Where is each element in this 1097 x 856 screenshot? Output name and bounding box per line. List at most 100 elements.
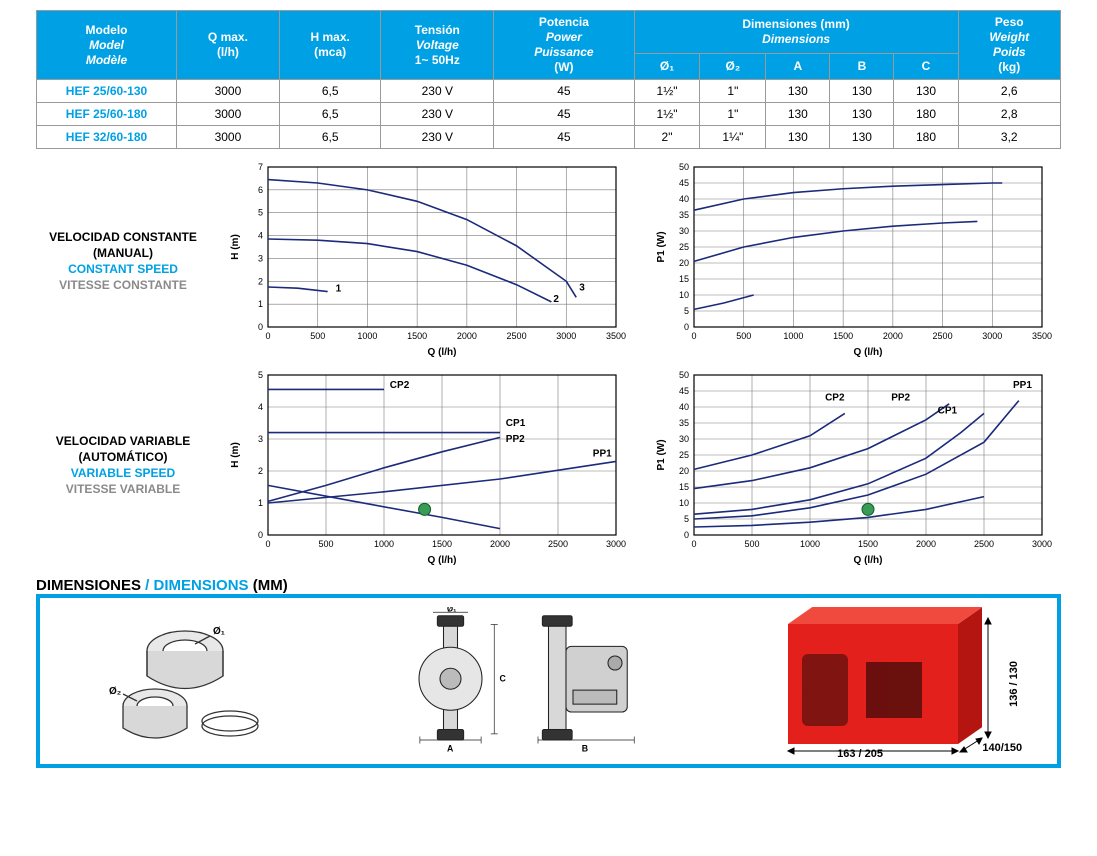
svg-text:1500: 1500	[407, 331, 427, 341]
svg-text:1500: 1500	[833, 331, 853, 341]
svg-text:45: 45	[678, 178, 688, 188]
table-row: HEF 25/60-13030006,5230 V451½"1"13013013…	[37, 80, 1061, 103]
hdr-c: C	[894, 53, 958, 79]
pkg-depth: 140/150	[982, 742, 1022, 754]
hdr-model: Modelo Model Modèle	[37, 11, 177, 80]
svg-text:H (m): H (m)	[230, 442, 241, 468]
svg-text:2500: 2500	[932, 331, 952, 341]
svg-text:2500: 2500	[507, 331, 527, 341]
svg-text:5: 5	[258, 208, 263, 218]
dimensions-title: DIMENSIONES / DIMENSIONS (MM)	[36, 577, 1061, 594]
svg-text:1: 1	[258, 299, 263, 309]
cell-w: 2,6	[958, 80, 1060, 103]
svg-text:1500: 1500	[432, 539, 452, 549]
svg-text:PP2: PP2	[506, 434, 525, 445]
cell-a: 130	[766, 126, 830, 149]
svg-text:P1 (W): P1 (W)	[656, 439, 667, 470]
svg-text:500: 500	[736, 331, 751, 341]
cell-c: 180	[894, 126, 958, 149]
pkg-width: 163 / 205	[837, 748, 883, 760]
svg-text:3500: 3500	[606, 331, 626, 341]
svg-text:3: 3	[258, 253, 263, 263]
svg-text:15: 15	[678, 274, 688, 284]
cell-w: 2,8	[958, 103, 1060, 126]
svg-text:5: 5	[683, 306, 688, 316]
svg-text:30: 30	[678, 434, 688, 444]
cell-model: HEF 32/60-180	[37, 126, 177, 149]
svg-text:30: 30	[678, 226, 688, 236]
cell-q: 3000	[177, 126, 280, 149]
svg-text:CP2: CP2	[825, 393, 845, 404]
svg-text:0: 0	[258, 322, 263, 332]
cell-model: HEF 25/60-130	[37, 80, 177, 103]
svg-text:10: 10	[678, 290, 688, 300]
svg-text:25: 25	[678, 450, 688, 460]
svg-text:0: 0	[265, 539, 270, 549]
svg-text:4: 4	[258, 402, 263, 412]
svg-text:PP1: PP1	[593, 449, 612, 460]
svg-text:35: 35	[678, 418, 688, 428]
svg-text:Q (l/h): Q (l/h)	[428, 347, 457, 358]
svg-text:40: 40	[678, 194, 688, 204]
svg-text:Q (l/h): Q (l/h)	[853, 555, 882, 566]
svg-text:0: 0	[265, 331, 270, 341]
svg-text:0: 0	[258, 530, 263, 540]
svg-text:45: 45	[678, 386, 688, 396]
hdr-b: B	[830, 53, 894, 79]
svg-text:1000: 1000	[357, 331, 377, 341]
svg-text:1: 1	[258, 498, 263, 508]
svg-text:B: B	[582, 743, 588, 753]
cell-model: HEF 25/60-180	[37, 103, 177, 126]
svg-text:C: C	[500, 673, 507, 683]
svg-text:20: 20	[678, 466, 688, 476]
dimensions-section: DIMENSIONES / DIMENSIONS (MM) Ø₁ Ø₂	[36, 577, 1061, 768]
svg-text:500: 500	[318, 539, 333, 549]
cell-phi2: 1¼"	[700, 126, 766, 149]
svg-text:20: 20	[678, 258, 688, 268]
svg-text:500: 500	[310, 331, 325, 341]
svg-text:3000: 3000	[982, 331, 1002, 341]
cell-p: 45	[494, 126, 634, 149]
svg-text:2: 2	[258, 276, 263, 286]
chart-h-variable: 050010001500200025003000012345CP2CP1PP2P…	[226, 367, 636, 567]
svg-text:2500: 2500	[973, 539, 993, 549]
svg-text:10: 10	[678, 498, 688, 508]
pkg-height: 136 / 130	[1008, 661, 1020, 707]
hdr-dims: Dimensiones (mm) Dimensions	[634, 11, 958, 54]
svg-text:2500: 2500	[548, 539, 568, 549]
cell-q: 3000	[177, 80, 280, 103]
svg-text:1500: 1500	[857, 539, 877, 549]
svg-text:0: 0	[683, 322, 688, 332]
cell-c: 180	[894, 103, 958, 126]
package-drawing: 136 / 130 163 / 205 140/150	[782, 606, 1002, 756]
spec-table: Modelo Model Modèle Q max. (l/h) H max. …	[36, 10, 1061, 149]
cell-v: 230 V	[381, 103, 494, 126]
charts-area: VELOCIDAD CONSTANTE (MANUAL) CONSTANT SP…	[36, 159, 1061, 567]
svg-text:Ø₁: Ø₁	[447, 607, 456, 613]
cell-v: 230 V	[381, 80, 494, 103]
table-row: HEF 25/60-18030006,5230 V451½"1"13013018…	[37, 103, 1061, 126]
pump-drawing: A B C Ø₁	[398, 607, 678, 756]
svg-text:500: 500	[744, 539, 759, 549]
cell-phi2: 1"	[700, 80, 766, 103]
svg-text:PP1: PP1	[1013, 380, 1032, 391]
cell-phi1: 1½"	[634, 80, 700, 103]
svg-text:CP1: CP1	[506, 418, 526, 429]
svg-text:3000: 3000	[606, 539, 626, 549]
cell-a: 130	[766, 103, 830, 126]
svg-text:40: 40	[678, 402, 688, 412]
chart-p-variable: 0500100015002000250030000510152025303540…	[652, 367, 1062, 567]
svg-text:4: 4	[258, 231, 263, 241]
table-row: HEF 32/60-18030006,5230 V452"1¼"13013018…	[37, 126, 1061, 149]
svg-text:1: 1	[336, 284, 342, 295]
svg-text:5: 5	[683, 514, 688, 524]
svg-text:35: 35	[678, 210, 688, 220]
svg-text:15: 15	[678, 482, 688, 492]
svg-text:3: 3	[579, 282, 585, 293]
svg-text:1000: 1000	[374, 539, 394, 549]
svg-text:2000: 2000	[882, 331, 902, 341]
cell-a: 130	[766, 80, 830, 103]
svg-text:0: 0	[691, 331, 696, 341]
svg-text:Q (l/h): Q (l/h)	[853, 347, 882, 358]
hdr-qmax: Q max. (l/h)	[177, 11, 280, 80]
